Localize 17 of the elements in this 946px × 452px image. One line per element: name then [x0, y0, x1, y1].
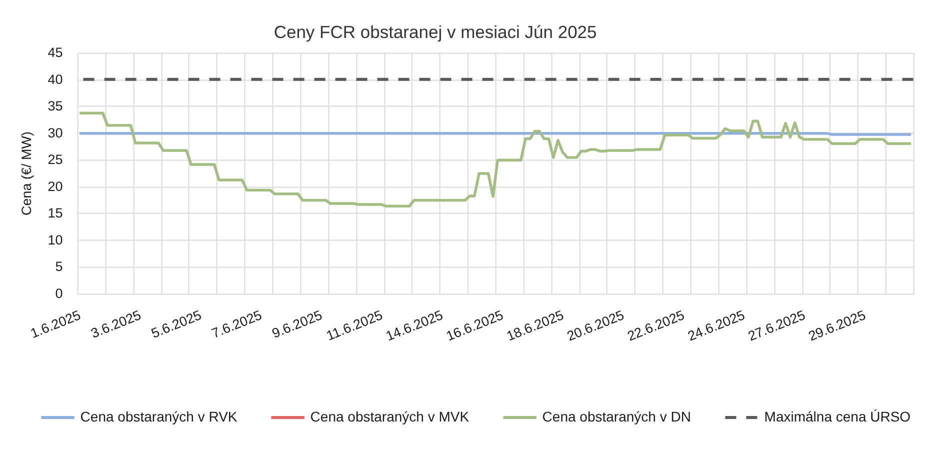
y-tick-label: 15: [48, 206, 63, 221]
legend-label: Maximálna cena ÚRSO: [764, 408, 911, 424]
chart-title: Ceny FCR obstaranej v mesiaci Jún 2025: [274, 22, 597, 42]
y-axis-title: Cena (€/ MW): [18, 131, 34, 216]
y-tick-label: 25: [48, 152, 63, 168]
y-tick-label: 5: [55, 259, 63, 274]
y-tick-label: 30: [48, 125, 63, 140]
y-tick-label: 40: [48, 72, 63, 87]
y-tick-label: 0: [55, 286, 63, 301]
y-tick-label: 45: [48, 45, 63, 60]
legend-label: Cena obstaraných v RVK: [80, 408, 238, 424]
y-tick-label: 35: [48, 98, 63, 114]
y-tick-label: 20: [48, 178, 63, 194]
legend-label: Cena obstaraných v MVK: [310, 408, 470, 424]
y-tick-label: 10: [48, 232, 63, 248]
line-series: [78, 112, 912, 208]
legend-label: Cena obstaraných v DN: [542, 408, 691, 424]
